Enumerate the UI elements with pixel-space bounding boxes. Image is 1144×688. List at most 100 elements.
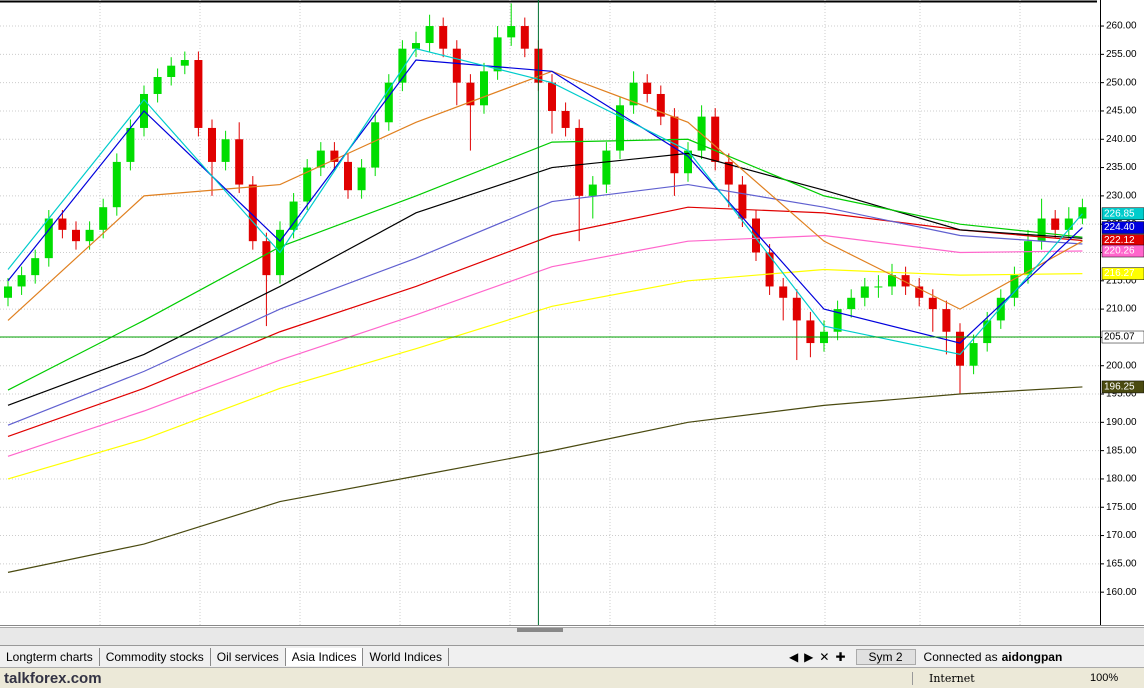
candle-body — [235, 139, 244, 185]
candle-body — [412, 43, 420, 49]
status-bar: talkforex.com Internet 100% — [0, 667, 1144, 688]
candle-body — [765, 252, 774, 287]
price-tag-label: 224.40 — [1104, 222, 1135, 233]
candle-body — [303, 167, 312, 202]
candle-body — [330, 150, 339, 162]
candle-body — [969, 343, 978, 366]
candle-body — [480, 71, 488, 106]
candle-body — [833, 309, 842, 332]
candle-body — [17, 275, 26, 287]
zoom[interactable]: 100% — [1090, 672, 1119, 684]
candle-body — [208, 127, 216, 162]
candle-body — [85, 229, 94, 242]
y-tick-label: 185.00 — [1106, 445, 1137, 456]
candle-body — [1037, 218, 1046, 242]
candle-body — [289, 201, 298, 230]
chart-bg — [0, 0, 1144, 627]
sheet-tab[interactable]: Asia Indices — [285, 648, 364, 666]
y-tick-label: 230.00 — [1106, 191, 1137, 202]
candle-body — [72, 229, 80, 242]
candle-body — [4, 286, 12, 298]
candle-body — [942, 309, 951, 332]
candle-body — [860, 286, 869, 298]
candle-body — [956, 331, 964, 366]
candle-body — [616, 105, 624, 151]
candle-body — [44, 218, 53, 259]
moving-average — [7, 138, 1083, 391]
y-tick-label: 255.00 — [1106, 49, 1137, 60]
moving-average — [7, 386, 1083, 573]
v-grid — [99, 0, 1021, 625]
y-tick-label: 210.00 — [1106, 304, 1137, 315]
candle-body — [548, 82, 556, 111]
price-tag — [1101, 244, 1144, 258]
price-tag-label: 222.12 — [1104, 235, 1135, 246]
candle-body — [806, 320, 815, 344]
candle-body — [344, 161, 352, 191]
nav-icons[interactable]: ◀▶✕✚ — [788, 650, 852, 664]
moving-average — [7, 183, 1083, 426]
moving-average — [7, 234, 1083, 457]
y-tick-label: 175.00 — [1106, 502, 1137, 513]
tabs: Longterm charts Commodity stocks Oil servi… — [0, 648, 449, 666]
price-tag — [1101, 207, 1144, 220]
candle-body — [425, 26, 434, 44]
y-tick-label: 250.00 — [1106, 77, 1137, 88]
candle-body — [31, 258, 40, 276]
candle-body — [1078, 207, 1087, 219]
candle-body — [384, 82, 393, 123]
candle-body — [316, 150, 325, 168]
moving-average — [7, 206, 1083, 438]
candle-body — [724, 161, 733, 185]
sym-tab[interactable]: Sym 2 — [855, 649, 916, 665]
y-tick-label: 215.00 — [1106, 275, 1137, 286]
candle-body — [507, 26, 516, 38]
candle-body — [847, 297, 856, 310]
scroll-thumb[interactable] — [517, 628, 563, 632]
y-tick-label: 235.00 — [1106, 162, 1137, 173]
moving-average — [7, 59, 1083, 344]
chart: 160.00 165.00 170.00 175.00 180.00 185.00 190.… — [0, 0, 1144, 627]
sheet-tab[interactable]: Longterm charts — [0, 648, 100, 666]
price-tag — [1101, 330, 1144, 344]
scrollbar[interactable] — [0, 627, 1144, 646]
moving-average — [7, 48, 1083, 356]
candle-body — [874, 286, 883, 288]
candle-body — [779, 286, 788, 298]
candle-body — [520, 26, 529, 49]
y-tick-label: 180.00 — [1106, 474, 1137, 485]
candle-body — [180, 60, 189, 66]
candle-body — [928, 297, 937, 310]
sheet-tab[interactable]: Commodity stocks — [100, 648, 211, 666]
moving-average — [7, 268, 1083, 480]
price-tag — [1101, 221, 1144, 234]
candle-body — [888, 275, 896, 287]
candle-body — [452, 48, 461, 83]
candle-body — [221, 139, 230, 162]
y-tick-label: 160.00 — [1106, 587, 1137, 598]
y-tick-label: 260.00 — [1106, 21, 1137, 32]
sheet-tab[interactable]: Oil services — [211, 648, 286, 666]
y-tick-label: 170.00 — [1106, 530, 1137, 541]
candle-body — [99, 207, 108, 230]
y-tick-label: 200.00 — [1106, 360, 1137, 371]
candle-body — [398, 48, 407, 83]
candle-body — [126, 127, 135, 162]
moving-average — [7, 152, 1083, 406]
candle-body — [439, 26, 448, 49]
y-tick-label: 165.00 — [1106, 558, 1137, 569]
candle-body — [167, 65, 176, 77]
candle-body — [357, 167, 366, 191]
candle-body — [983, 320, 992, 344]
candle-body — [602, 150, 611, 185]
candle-body — [575, 127, 584, 196]
y-tick-label: 245.00 — [1106, 106, 1137, 117]
candle-body — [58, 218, 67, 230]
watermark: talkforex.com — [4, 669, 102, 687]
sheet-tab[interactable]: World Indices — [363, 648, 449, 666]
user: aidongpan — [1001, 650, 1063, 664]
price-tag-label: 216.27 — [1104, 268, 1135, 279]
zone: Internet — [912, 671, 975, 685]
candle-body — [752, 218, 760, 253]
